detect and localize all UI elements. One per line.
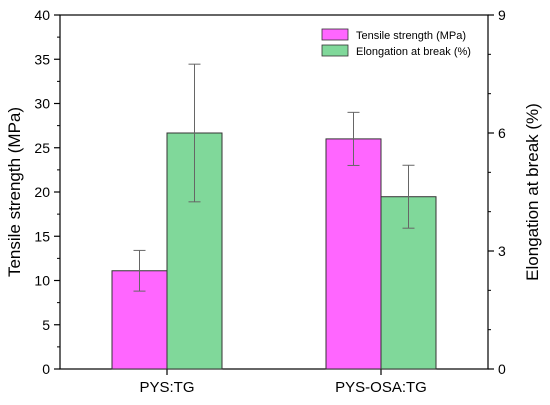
legend-label: Elongation at break (%) [356, 46, 471, 58]
left-axis-title: Tensile strength (MPa) [5, 107, 24, 277]
legend-swatch [321, 28, 349, 41]
left-tick-label: 0 [42, 361, 50, 377]
bar [325, 138, 382, 370]
left-tick-label: 30 [34, 96, 50, 112]
right-tick-label: 0 [498, 361, 506, 377]
legend-swatch [321, 44, 349, 57]
right-tick-label: 3 [498, 243, 506, 259]
left-tick-label: 10 [34, 273, 50, 289]
right-tick-label: 9 [498, 7, 506, 23]
left-tick-label: 15 [34, 228, 50, 244]
left-tick-label: 35 [34, 51, 50, 67]
x-tick-label: PYS-OSA:TG [335, 379, 427, 396]
left-tick-label: 40 [34, 7, 50, 23]
x-tick-label: PYS:TG [139, 379, 194, 396]
right-tick-label: 6 [498, 125, 506, 141]
left-tick-label: 5 [42, 317, 50, 333]
left-tick-label: 25 [34, 140, 50, 156]
left-tick-label: 20 [34, 184, 50, 200]
right-axis-title: Elongation at break (%) [523, 103, 542, 281]
legend-label: Tensile strength (MPa) [356, 30, 466, 42]
